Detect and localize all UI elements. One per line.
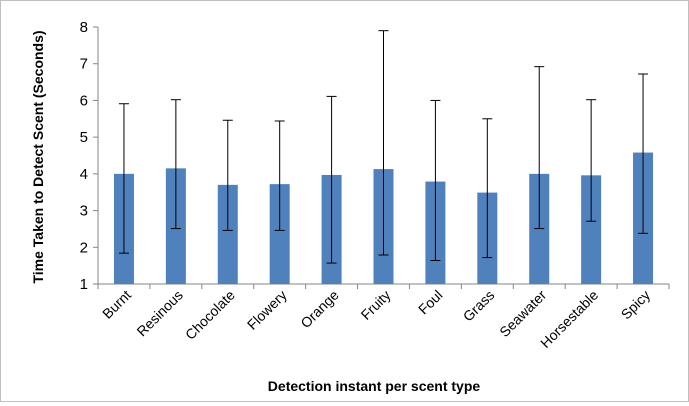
x-axis-title: Detection instant per scent type — [268, 378, 481, 394]
bar-horsestable — [581, 175, 602, 284]
y-axis-title-group: Time Taken to Detect Scent (Seconds) — [30, 30, 46, 283]
category-label-chocolate: Chocolate — [182, 287, 238, 343]
y-tick-label: 3 — [80, 203, 88, 220]
y-tick-label: 1 — [80, 276, 88, 293]
category-label-spicy: Spicy — [618, 287, 654, 323]
category-label-grass: Grass — [460, 287, 498, 325]
category-label-flowery: Flowery — [244, 287, 290, 333]
category-label-orange: Orange — [297, 287, 341, 331]
category-label-resinous: Resinous — [133, 287, 186, 340]
y-tick-label: 8 — [80, 19, 88, 36]
category-label-seawater: Seawater — [496, 287, 549, 340]
y-tick-label: 4 — [80, 166, 88, 183]
category-label-foul: Foul — [415, 287, 446, 318]
category-label-burnt: Burnt — [99, 287, 134, 322]
category-label-fruity: Fruity — [358, 287, 394, 323]
y-tick-label: 6 — [80, 92, 88, 109]
y-tick-label: 5 — [80, 129, 88, 146]
y-tick-label: 2 — [80, 239, 88, 256]
y-tick-label: 7 — [80, 56, 88, 73]
y-axis-title: Time Taken to Detect Scent (Seconds) — [30, 30, 46, 283]
bar-flowery — [269, 184, 290, 284]
bar-chocolate — [217, 184, 238, 284]
